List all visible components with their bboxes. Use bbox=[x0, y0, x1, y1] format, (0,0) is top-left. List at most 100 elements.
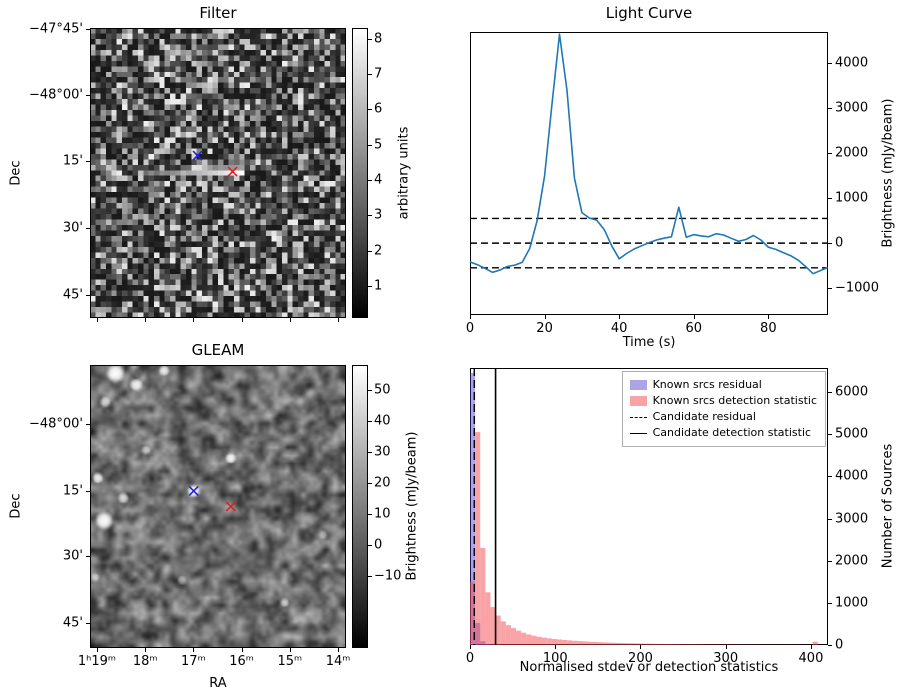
colorbar-tick-mark bbox=[368, 38, 372, 40]
colorbar-tick-mark bbox=[368, 545, 372, 547]
x-tick-mark bbox=[768, 315, 770, 319]
y-tick-label: −48°00' bbox=[28, 87, 83, 103]
y-tick-label: 30' bbox=[62, 548, 83, 564]
hist-bar bbox=[556, 639, 563, 645]
hist-bar bbox=[638, 643, 644, 645]
colorbar-tick-label: 4 bbox=[374, 172, 383, 188]
x-tick-mark bbox=[338, 648, 340, 652]
x-tick-mark bbox=[289, 648, 291, 652]
colorbar-tick-label: 10 bbox=[374, 506, 391, 522]
hist-bar bbox=[720, 644, 726, 645]
hist-bar bbox=[572, 640, 578, 645]
hist-bar bbox=[705, 644, 711, 645]
hist-bar bbox=[812, 641, 818, 645]
histogram-legend: Known srcs residual Known srcs detection … bbox=[621, 371, 826, 447]
y-tick-mark bbox=[86, 29, 90, 31]
legend-item: Candidate residual bbox=[629, 410, 817, 424]
hist-bar bbox=[470, 581, 476, 645]
colorbar-tick-label: 1 bbox=[374, 278, 383, 294]
x-tick-mark bbox=[289, 318, 291, 322]
hist-bar bbox=[475, 432, 481, 645]
x-tick-mark bbox=[193, 318, 195, 322]
hist-bar bbox=[684, 644, 690, 645]
gleam-colorbar-label: Brightness (mJy/beam) bbox=[404, 431, 420, 581]
hist-bar bbox=[470, 373, 476, 645]
colorbar-tick-label: 3 bbox=[374, 207, 383, 223]
gleam-heatmap-image bbox=[90, 365, 346, 648]
y-tick-mark bbox=[86, 622, 90, 624]
y-tick-label: 1000 bbox=[835, 595, 869, 611]
legend-label: Candidate detection statistic bbox=[652, 426, 812, 439]
gleam-title: GLEAM bbox=[191, 341, 245, 359]
hist-bar bbox=[521, 632, 527, 645]
x-tick-mark bbox=[544, 315, 546, 319]
red-cross-marker bbox=[225, 501, 236, 512]
y-tick-mark bbox=[828, 288, 832, 290]
colorbar-tick-label: 30 bbox=[374, 444, 391, 460]
x-tick-mark bbox=[810, 645, 812, 649]
hist-bar bbox=[536, 636, 542, 645]
x-tick-label: 80 bbox=[760, 321, 777, 336]
y-tick-label: −47°45' bbox=[28, 21, 83, 37]
x-tick-label: 18ᵐ bbox=[132, 654, 158, 669]
colorbar-tick-mark bbox=[368, 250, 372, 252]
legend-label: Known srcs residual bbox=[652, 378, 762, 391]
colorbar-tick-label: 2 bbox=[374, 243, 383, 259]
histogram-xlabel: Normalised stdev or detection statistics bbox=[519, 660, 779, 675]
hist-bar bbox=[649, 643, 655, 645]
hist-bar bbox=[577, 641, 583, 645]
hist-bar bbox=[541, 637, 547, 645]
y-tick-mark bbox=[86, 424, 90, 426]
colorbar-tick-label: 6 bbox=[374, 101, 383, 117]
y-tick-mark bbox=[86, 228, 90, 230]
legend-line-swatch bbox=[629, 432, 647, 434]
hist-bar bbox=[613, 642, 619, 645]
hist-bar bbox=[628, 643, 634, 645]
x-tick-mark bbox=[619, 315, 621, 319]
legend-label: Known srcs detection statistic bbox=[652, 394, 817, 407]
y-tick-label: 5000 bbox=[835, 426, 869, 442]
colorbar-tick-label: 5 bbox=[374, 137, 383, 153]
y-tick-mark bbox=[86, 556, 90, 558]
y-tick-mark bbox=[828, 153, 832, 155]
y-tick-label: 45' bbox=[62, 615, 83, 631]
hist-bar bbox=[689, 644, 696, 645]
x-tick-mark bbox=[241, 318, 243, 322]
filter-title: Filter bbox=[199, 4, 237, 22]
hist-bar bbox=[710, 644, 716, 645]
y-tick-label: 3000 bbox=[835, 100, 869, 116]
hist-bar bbox=[674, 644, 680, 645]
y-tick-mark bbox=[86, 294, 90, 296]
y-tick-label: 4000 bbox=[835, 55, 869, 71]
hist-bar bbox=[582, 641, 588, 645]
gleam-colorbar bbox=[352, 365, 368, 648]
y-tick-mark bbox=[828, 392, 832, 394]
x-tick-label: 300 bbox=[713, 651, 739, 666]
x-tick-mark bbox=[145, 648, 147, 652]
x-tick-mark bbox=[96, 648, 98, 652]
hist-bar bbox=[669, 644, 675, 645]
colorbar-tick-label: −10 bbox=[374, 568, 402, 584]
y-tick-label: 2000 bbox=[835, 553, 869, 569]
x-tick-label: 20 bbox=[536, 321, 553, 336]
hist-bar bbox=[700, 644, 706, 645]
hist-bar bbox=[505, 625, 511, 645]
y-tick-mark bbox=[828, 198, 832, 200]
gleam-ylabel: Dec bbox=[8, 493, 24, 519]
colorbar-tick-mark bbox=[368, 215, 372, 217]
hist-bar bbox=[664, 643, 670, 645]
colorbar-tick-mark bbox=[368, 109, 372, 111]
x-tick-mark bbox=[470, 315, 471, 319]
y-tick-label: 45' bbox=[62, 287, 83, 303]
x-tick-mark bbox=[241, 648, 243, 652]
hist-bar bbox=[510, 628, 517, 645]
colorbar-tick-label: 0 bbox=[374, 537, 383, 553]
x-tick-mark bbox=[640, 645, 642, 649]
y-tick-label: 30' bbox=[62, 220, 83, 236]
x-tick-label: 40 bbox=[610, 321, 628, 336]
colorbar-tick-label: 50 bbox=[374, 382, 391, 398]
legend-line-swatch bbox=[629, 416, 647, 418]
x-tick-label: 14ᵐ bbox=[325, 654, 351, 669]
legend-patch-swatch bbox=[629, 380, 647, 390]
